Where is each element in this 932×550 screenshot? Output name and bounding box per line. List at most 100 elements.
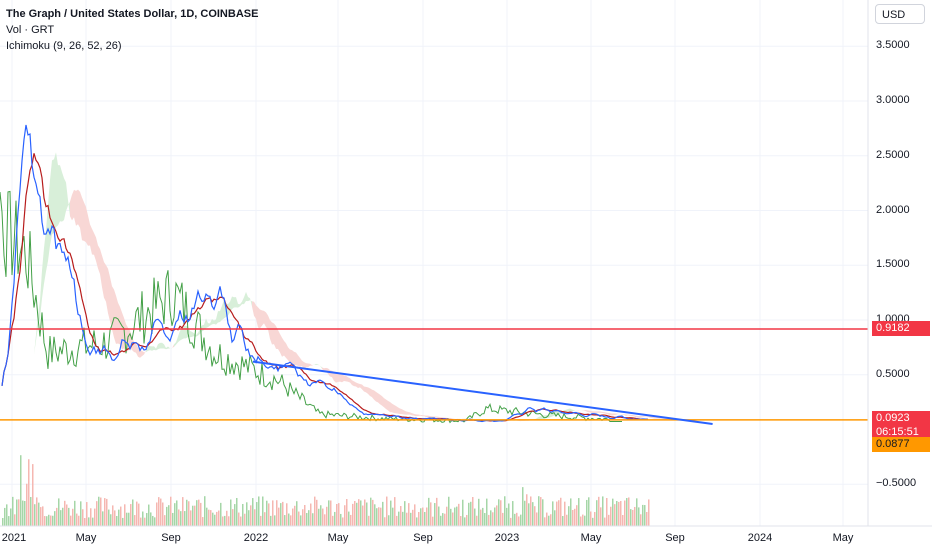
cloud-segment bbox=[178, 330, 180, 343]
cloud-segment bbox=[106, 265, 108, 314]
volume-bar bbox=[146, 513, 148, 526]
cloud-segment bbox=[584, 410, 586, 412]
volume-bar bbox=[194, 505, 196, 526]
volume-bar bbox=[376, 508, 378, 526]
volume-bar bbox=[18, 499, 20, 526]
cloud-segment bbox=[376, 391, 378, 403]
volume-bar bbox=[476, 515, 478, 526]
volume-bar bbox=[204, 496, 206, 526]
volume-bar bbox=[410, 512, 412, 526]
volume-bar bbox=[628, 497, 630, 526]
volume-bar bbox=[614, 504, 616, 526]
cloud-segment bbox=[404, 410, 406, 415]
volume-bar bbox=[562, 515, 564, 526]
volume-bar bbox=[602, 496, 604, 526]
cloud-segment bbox=[288, 347, 290, 363]
volume-bar bbox=[84, 517, 86, 526]
volume-bar bbox=[520, 514, 522, 526]
cloud-segment bbox=[378, 393, 380, 405]
price-tick-label: 0.5000 bbox=[876, 367, 910, 380]
volume-bar bbox=[526, 494, 528, 526]
base-line bbox=[1, 153, 649, 422]
volume-bar bbox=[150, 512, 152, 526]
cloud-segment bbox=[240, 301, 242, 307]
cloud-segment bbox=[252, 301, 254, 316]
cloud-segment bbox=[650, 416, 652, 418]
time-tick-label: 2021 bbox=[1, 532, 27, 544]
volume-bar bbox=[328, 500, 330, 526]
lagging-span-line bbox=[0, 190, 622, 424]
cloud-segment bbox=[292, 350, 294, 366]
volume-bar bbox=[250, 505, 252, 526]
volume-bar bbox=[276, 500, 278, 526]
volume-bar bbox=[436, 497, 438, 526]
volume-bar bbox=[494, 507, 496, 526]
volume-bar bbox=[356, 502, 358, 526]
cloud-segment bbox=[616, 413, 618, 415]
price-tag: 0.0923 bbox=[872, 411, 930, 426]
cloud-segment bbox=[418, 414, 420, 416]
cloud-segment bbox=[384, 398, 386, 409]
cloud-segment bbox=[216, 311, 218, 325]
volume-bar bbox=[158, 497, 160, 526]
volume-bar bbox=[560, 497, 562, 526]
cloud-segment bbox=[140, 350, 142, 358]
volume-bar bbox=[74, 500, 76, 526]
volume-bar bbox=[478, 498, 480, 526]
cloud-segment bbox=[604, 412, 606, 414]
support-tag: 0.0877 bbox=[872, 437, 930, 452]
volume-bar bbox=[304, 504, 306, 526]
volume-bar bbox=[502, 512, 504, 526]
price-tick-label: 1.5000 bbox=[876, 258, 910, 271]
cloud-segment bbox=[658, 417, 660, 419]
cloud-segment bbox=[30, 365, 32, 372]
cloud-segment bbox=[342, 374, 344, 383]
cloud-segment bbox=[104, 262, 106, 302]
volume-bar bbox=[288, 513, 290, 526]
cloud-segment bbox=[314, 363, 316, 365]
volume-bar bbox=[290, 515, 292, 526]
volume-bar bbox=[48, 514, 50, 526]
currency-button[interactable]: USD bbox=[875, 4, 925, 24]
cloud-segment bbox=[110, 276, 112, 330]
cloud-segment bbox=[428, 415, 430, 418]
cloud-segment bbox=[320, 365, 322, 369]
cloud-segment bbox=[162, 342, 164, 349]
volume-bar bbox=[468, 502, 470, 526]
cloud-segment bbox=[54, 152, 56, 233]
cloud-segment bbox=[258, 307, 260, 329]
volume-bar bbox=[272, 500, 274, 526]
volume-bar bbox=[76, 513, 78, 526]
volume-bar bbox=[552, 501, 554, 526]
volume-bar bbox=[590, 511, 592, 526]
cloud-segment bbox=[306, 363, 308, 368]
volume-bar bbox=[142, 511, 144, 526]
cloud-segment bbox=[196, 332, 198, 337]
cloud-segment bbox=[190, 330, 192, 338]
cloud-segment bbox=[548, 413, 550, 418]
cloud-segment bbox=[108, 268, 110, 322]
volume-bar bbox=[14, 514, 16, 526]
cloud-segment bbox=[388, 400, 390, 413]
volume-bar bbox=[196, 500, 198, 526]
volume-bar bbox=[206, 507, 208, 526]
volume-bar bbox=[278, 507, 280, 526]
cloud-segment bbox=[622, 414, 624, 415]
volume-bar bbox=[314, 496, 316, 526]
cloud-segment bbox=[350, 378, 352, 386]
volume-bar bbox=[620, 500, 622, 526]
cloud-segment bbox=[272, 322, 274, 345]
volume-bar bbox=[448, 496, 450, 526]
cloud-segment bbox=[210, 318, 212, 326]
volume-bar bbox=[152, 515, 154, 526]
cloud-segment bbox=[100, 248, 102, 288]
time-tick-label: 2024 bbox=[747, 532, 773, 544]
volume-bar bbox=[198, 499, 200, 526]
cloud-segment bbox=[234, 297, 236, 308]
price-tick-label: 3.0000 bbox=[876, 94, 910, 106]
volume-bar bbox=[24, 500, 26, 526]
cloud-segment bbox=[42, 247, 44, 299]
volume-bar bbox=[262, 496, 264, 526]
cloud-segment bbox=[370, 388, 372, 398]
